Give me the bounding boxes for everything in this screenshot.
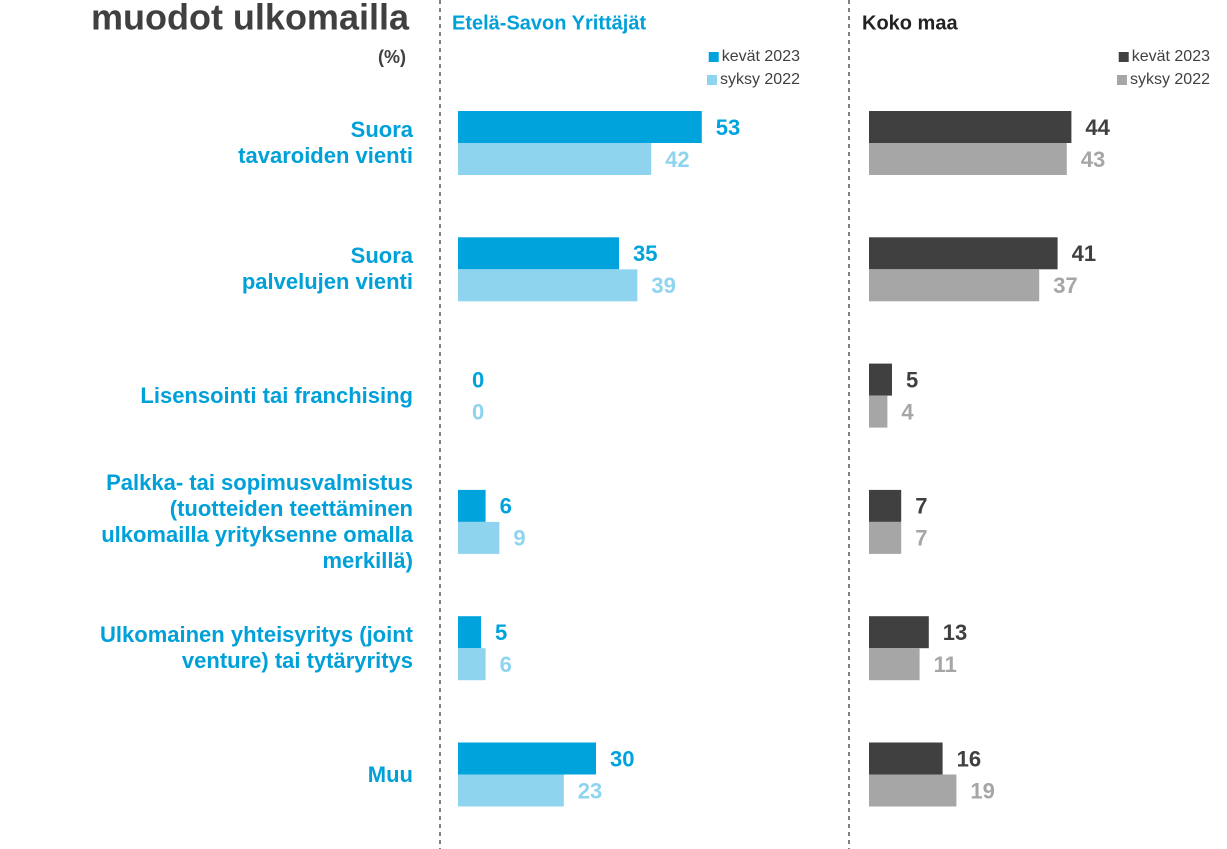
bar — [869, 742, 943, 775]
value-label: 19 — [970, 778, 994, 803]
category-label: Suora palvelujen vienti — [241, 243, 413, 295]
value-label: 4 — [901, 399, 914, 424]
value-label: 30 — [610, 746, 634, 771]
category-label: Ulkomainen yhteisyritys (joint venture) … — [100, 622, 413, 674]
bar — [869, 774, 957, 807]
bar — [458, 648, 486, 681]
legend-swatch — [1116, 75, 1127, 85]
value-label: 6 — [500, 652, 512, 677]
bar — [869, 521, 902, 554]
value-label: 41 — [1072, 241, 1096, 266]
chart-subtitle: (%) — [378, 47, 406, 67]
value-label: 42 — [665, 147, 689, 172]
category-label: Palkka- tai sopimusvalmistus (tuotteiden… — [101, 469, 413, 573]
value-label: 53 — [716, 115, 740, 140]
category-label: Suora tavaroiden vienti — [238, 117, 413, 168]
legend-label: syksy 2022 — [720, 71, 800, 88]
value-label: 37 — [1053, 273, 1077, 298]
value-label: 9 — [513, 526, 525, 551]
bar — [869, 395, 888, 428]
value-label: 43 — [1081, 147, 1105, 172]
value-label: 7 — [915, 494, 927, 519]
value-label: 39 — [651, 273, 675, 298]
value-label: 35 — [633, 241, 657, 266]
bar — [458, 521, 500, 554]
value-label: 5 — [495, 620, 507, 645]
legend-swatch — [708, 52, 719, 62]
bar — [458, 237, 619, 270]
chart-title: muodot ulkomailla — [91, 0, 410, 38]
bar — [458, 742, 596, 775]
value-label: 0 — [472, 399, 484, 424]
panel-title: Koko maa — [862, 12, 958, 34]
value-label: 16 — [957, 746, 981, 771]
bar — [869, 237, 1058, 270]
legend-label: kevät 2023 — [722, 48, 800, 65]
bar — [869, 111, 1072, 143]
value-label: 44 — [1085, 115, 1110, 140]
value-label: 11 — [934, 652, 957, 677]
legend-swatch — [706, 75, 717, 85]
legend-label: syksy 2022 — [1130, 71, 1210, 88]
value-label: 13 — [943, 620, 967, 645]
bar — [458, 143, 652, 175]
bar — [458, 774, 564, 807]
value-label: 6 — [500, 494, 512, 519]
category-label: Muu — [367, 761, 413, 787]
category-label: Lisensointi tai franchising — [140, 382, 413, 408]
bar — [458, 269, 638, 302]
panel-title: Etelä-Savon Yrittäjät — [452, 12, 646, 34]
legend-swatch — [1118, 52, 1129, 62]
bar — [458, 489, 486, 522]
bar — [869, 489, 902, 522]
bar — [869, 269, 1040, 302]
bar — [869, 616, 929, 649]
value-label: 5 — [906, 367, 918, 392]
bar — [869, 143, 1067, 175]
value-label: 23 — [578, 778, 602, 803]
bar — [869, 363, 892, 396]
legend-label: kevät 2023 — [1132, 48, 1210, 65]
value-label: 7 — [915, 526, 927, 551]
bar — [458, 616, 481, 649]
value-label: 0 — [472, 367, 484, 392]
bar — [869, 648, 920, 681]
bar — [458, 111, 702, 143]
